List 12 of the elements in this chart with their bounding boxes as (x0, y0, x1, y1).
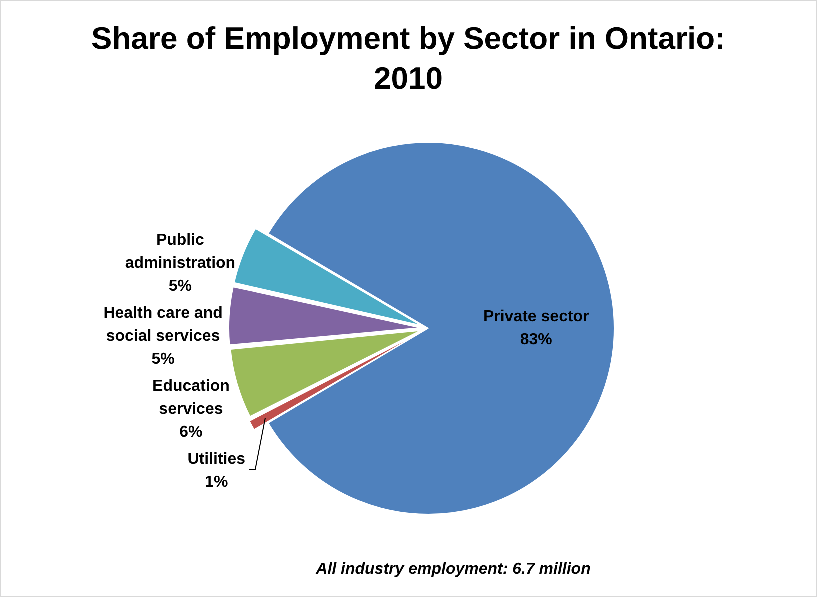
text: All industry employment: 6.7 million (315, 561, 592, 579)
data-label: 5% (152, 350, 175, 368)
chart-title: Share of Employment by Sector in Ontario: 2010 (90, 20, 726, 98)
slice-label: Health care and social services (104, 304, 223, 345)
data-label: 5% (168, 278, 192, 295)
data-label: 83% (520, 331, 552, 348)
slice-label: Private sector (483, 308, 590, 326)
slice-label: Utilities (188, 450, 246, 468)
slice-label: Education services (152, 378, 230, 418)
slice-label: Public administration (125, 232, 236, 272)
data-label: 6% (180, 424, 203, 441)
data-label: 1% (205, 474, 228, 491)
